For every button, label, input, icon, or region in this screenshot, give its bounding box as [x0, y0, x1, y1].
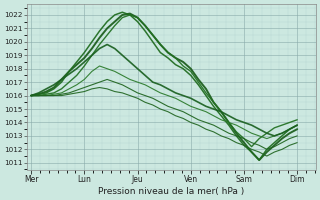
X-axis label: Pression niveau de la mer( hPa ): Pression niveau de la mer( hPa )	[98, 187, 244, 196]
